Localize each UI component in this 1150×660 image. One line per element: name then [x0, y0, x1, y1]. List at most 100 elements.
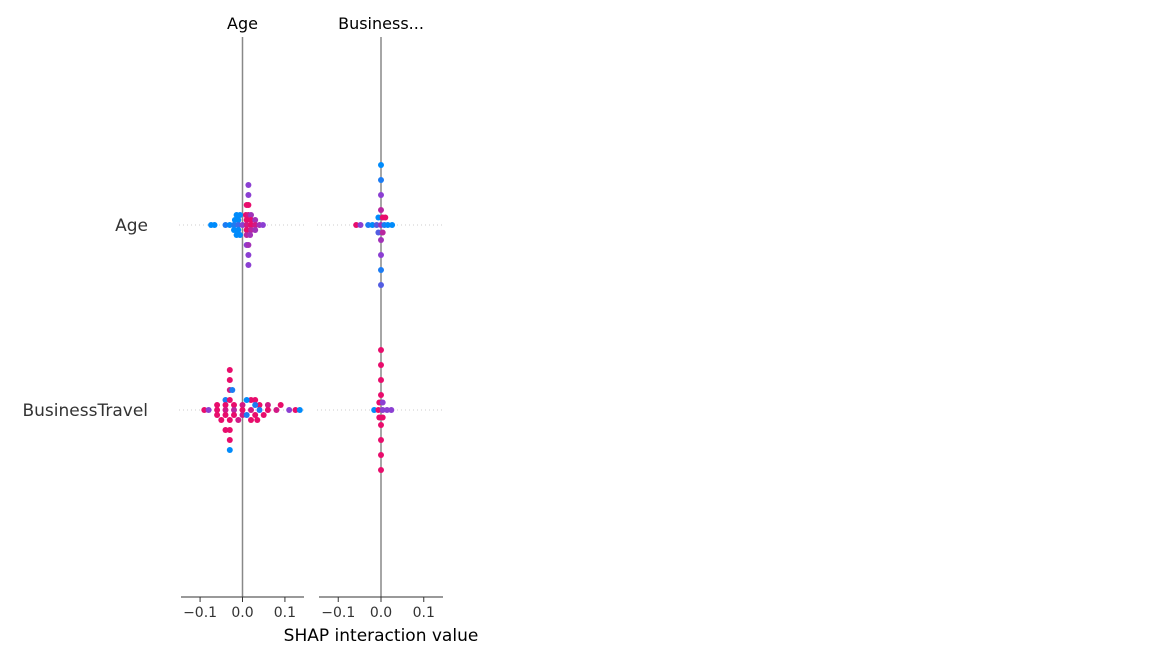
point-0-37	[245, 252, 252, 258]
point-2-37	[218, 417, 225, 423]
point-0-12	[248, 217, 254, 223]
x-tick-label-1-0: −0.1	[321, 605, 355, 621]
point-2-38	[226, 417, 233, 423]
point-2-44	[226, 437, 233, 443]
point-2-16	[252, 402, 259, 408]
point-2-43	[226, 427, 233, 433]
point-2-28	[292, 407, 299, 413]
point-0-15	[211, 222, 218, 228]
point-1-21	[378, 282, 384, 288]
point-2-40	[248, 417, 254, 423]
panel-title-1: Business...	[338, 14, 424, 33]
point-2-45	[226, 447, 233, 453]
point-2-24	[256, 407, 263, 413]
series-2	[201, 367, 303, 453]
point-0-32	[237, 232, 243, 238]
point-3-13	[378, 422, 384, 428]
point-1-1	[378, 177, 384, 183]
point-2-34	[252, 412, 259, 418]
point-3-8	[379, 407, 386, 413]
point-2-31	[222, 412, 229, 418]
point-3-0	[378, 347, 384, 353]
point-1-2	[378, 192, 384, 198]
point-1-14	[384, 222, 391, 228]
point-0-8	[248, 212, 254, 218]
point-3-1	[378, 362, 384, 368]
point-1-11	[373, 222, 380, 228]
point-1-0	[378, 162, 384, 168]
point-2-14	[264, 402, 271, 408]
point-3-2	[378, 377, 384, 383]
point-2-42	[222, 427, 229, 433]
point-2-11	[231, 402, 237, 408]
point-3-6	[371, 407, 378, 413]
panel-1: Business... −0.1 0.0 0.1	[317, 14, 443, 621]
point-1-10	[369, 222, 376, 228]
point-0-1	[245, 192, 252, 198]
point-1-16	[375, 229, 382, 236]
point-2-25	[264, 407, 271, 413]
point-3-5	[379, 399, 386, 406]
row-label-0: Age	[115, 216, 148, 236]
point-2-21	[231, 407, 237, 413]
point-2-23	[248, 407, 254, 413]
point-2-32	[231, 412, 237, 418]
point-1-18	[378, 237, 384, 243]
point-3-3	[378, 392, 384, 398]
row-labels: Age BusinessTravel	[23, 216, 149, 421]
point-0-21	[243, 222, 250, 228]
point-0-22	[248, 222, 254, 228]
point-3-10	[388, 407, 395, 413]
point-2-6	[248, 397, 254, 403]
row-label-1: BusinessTravel	[23, 401, 149, 421]
point-2-29	[296, 407, 303, 413]
series-1	[353, 162, 396, 288]
point-2-20	[222, 407, 229, 413]
point-2-3	[229, 387, 236, 393]
point-0-5	[237, 212, 243, 218]
point-1-8	[357, 222, 364, 228]
panel-title-0: Age	[227, 14, 258, 33]
panel-0: Age −0.1 0.0 0.1	[179, 14, 304, 621]
point-1-6	[382, 214, 389, 221]
point-0-16	[222, 222, 229, 228]
point-2-13	[256, 402, 263, 408]
point-0-30	[252, 227, 259, 233]
x-tick-label-1-1: 0.0	[370, 605, 392, 621]
series-3	[371, 347, 395, 473]
point-2-1	[226, 377, 233, 383]
point-2-7	[252, 397, 259, 403]
point-2-8	[243, 397, 250, 403]
point-2-9	[214, 402, 221, 408]
point-1-9	[365, 222, 372, 228]
point-2-10	[222, 402, 229, 408]
point-3-15	[378, 452, 384, 458]
point-1-4	[375, 214, 382, 221]
point-1-20	[378, 267, 384, 273]
series-0	[208, 182, 266, 268]
point-1-15	[389, 222, 396, 228]
x-tick-label-1-2: 0.1	[413, 605, 435, 621]
point-0-36	[245, 242, 252, 248]
point-2-33	[239, 412, 246, 418]
panels: Age −0.1 0.0 0.1 Business... −0.1 0.0 0.1	[179, 14, 443, 621]
point-0-11	[243, 217, 250, 223]
point-2-18	[205, 407, 212, 413]
point-0-20	[239, 222, 246, 228]
point-1-3	[378, 207, 384, 213]
point-2-39	[235, 417, 242, 423]
point-2-22	[239, 407, 246, 413]
point-0-3	[243, 202, 250, 208]
point-0-18	[231, 222, 237, 228]
point-3-12	[379, 414, 386, 421]
point-0-26	[231, 227, 237, 233]
point-0-17	[226, 222, 233, 228]
point-0-0	[245, 182, 252, 188]
point-2-36	[243, 412, 250, 418]
point-0-25	[259, 222, 266, 228]
point-2-15	[277, 402, 284, 408]
point-3-14	[378, 437, 384, 443]
point-2-12	[239, 402, 246, 408]
point-0-29	[248, 227, 254, 233]
